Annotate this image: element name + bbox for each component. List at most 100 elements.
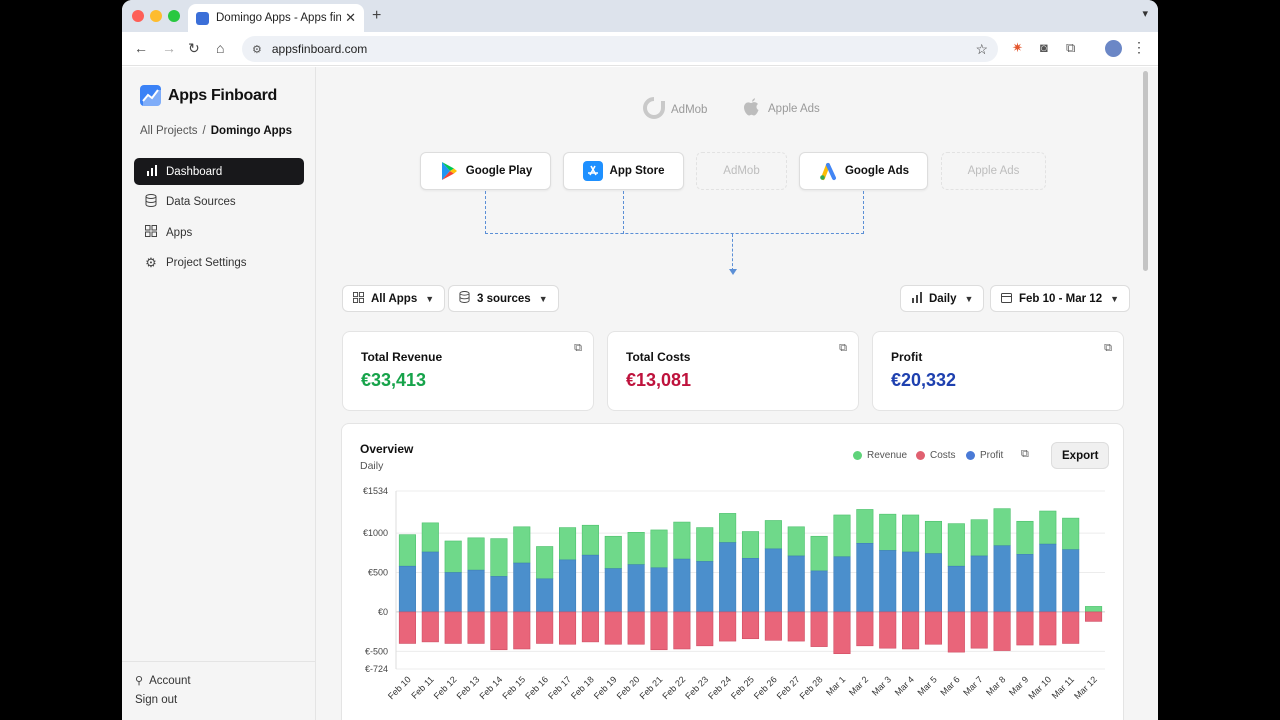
profit-bar bbox=[970, 555, 988, 613]
source-card-google-ads[interactable]: Google Ads bbox=[799, 152, 928, 190]
sources-filter-dropdown[interactable]: 3 sources ▼ bbox=[448, 285, 559, 312]
legend-label: Costs bbox=[930, 450, 956, 461]
floating-source-admob[interactable]: AdMob bbox=[643, 97, 707, 122]
revenue-bar bbox=[398, 534, 416, 567]
extensions-puzzle-icon[interactable]: ⧉ bbox=[1066, 40, 1076, 55]
revenue-bar bbox=[536, 546, 554, 580]
costs-bar bbox=[398, 611, 416, 644]
revenue-bar bbox=[444, 540, 462, 573]
apps-filter-dropdown[interactable]: All Apps ▼ bbox=[342, 285, 446, 312]
chevron-down-icon: ▼ bbox=[538, 293, 548, 304]
profit-bar bbox=[444, 572, 462, 613]
costs-bar bbox=[513, 611, 531, 650]
account-link[interactable]: ⚲ Account bbox=[135, 674, 316, 687]
revenue-bar bbox=[856, 509, 874, 544]
sidebar-item-data-sources[interactable]: Data Sources bbox=[134, 189, 304, 216]
url-text: appsfinboard.com bbox=[271, 42, 368, 56]
date-range-label: Feb 10 - Mar 12 bbox=[1019, 292, 1103, 305]
source-card-admob-placeholder[interactable]: AdMob bbox=[696, 152, 787, 190]
x-tick-label: Feb 16 bbox=[523, 674, 550, 701]
profit-bar bbox=[787, 555, 805, 613]
kpi-profit: Profit €20,332 ⧉ bbox=[872, 331, 1124, 411]
x-tick-label: Feb 11 bbox=[409, 674, 435, 700]
extension-burst-icon[interactable]: ✷ bbox=[1012, 40, 1023, 55]
close-tab-icon[interactable]: ✕ bbox=[345, 10, 356, 25]
x-tick-label: Feb 23 bbox=[683, 674, 710, 701]
profit-bar bbox=[1016, 554, 1034, 613]
maximize-window-button[interactable] bbox=[168, 10, 180, 22]
breadcrumb-all-projects[interactable]: All Projects bbox=[140, 125, 198, 137]
bookmark-star-icon[interactable]: ☆ bbox=[975, 40, 988, 57]
main-content: AdMob Apple Ads ☝ Google Play App Store bbox=[317, 67, 1150, 720]
sign-out-link[interactable]: Sign out bbox=[135, 694, 178, 706]
costs-bar bbox=[444, 611, 462, 644]
x-tick-label: Feb 19 bbox=[592, 674, 619, 701]
scrollbar[interactable] bbox=[1143, 71, 1148, 271]
revenue-bar bbox=[513, 526, 531, 564]
browser-tab[interactable]: Domingo Apps - Apps finboard ✕ bbox=[188, 4, 364, 32]
legend-item-costs[interactable]: Costs bbox=[916, 450, 956, 461]
source-card-app-store[interactable]: App Store bbox=[563, 152, 684, 190]
google-ads-icon bbox=[818, 161, 838, 181]
site-info-icon[interactable]: ⚙ bbox=[252, 43, 262, 56]
tab-search-icon[interactable]: ▾ bbox=[1142, 8, 1148, 20]
back-icon[interactable]: ← bbox=[134, 40, 148, 56]
profit-bar bbox=[719, 542, 737, 613]
sidebar-item-project-settings[interactable]: ⚙ Project Settings bbox=[134, 250, 304, 277]
app-root: Apps Finboard All Projects / Domingo Apps … bbox=[122, 67, 1158, 720]
x-tick-label: Mar 6 bbox=[938, 674, 961, 697]
source-card-apple-ads-placeholder[interactable]: Apple Ads bbox=[941, 152, 1046, 190]
breadcrumb-current: Domingo Apps bbox=[210, 125, 293, 137]
granularity-label: Daily bbox=[929, 292, 957, 305]
profit-bar bbox=[604, 568, 622, 613]
reload-icon[interactable]: ↻ bbox=[188, 40, 200, 56]
costs-bar bbox=[581, 611, 599, 643]
new-tab-button[interactable]: + bbox=[372, 7, 382, 24]
brand[interactable]: Apps Finboard bbox=[140, 85, 277, 106]
minimize-window-button[interactable] bbox=[150, 10, 162, 22]
x-tick-label: Feb 13 bbox=[455, 674, 482, 701]
calendar-icon bbox=[1001, 292, 1012, 306]
legend-item-profit[interactable]: Profit bbox=[966, 450, 1003, 461]
menu-kebab-icon[interactable]: ⋮ bbox=[1132, 39, 1146, 55]
x-tick-label: Feb 27 bbox=[775, 674, 802, 701]
x-tick-label: Feb 28 bbox=[798, 674, 825, 701]
breadcrumb: All Projects / Domingo Apps bbox=[140, 125, 292, 137]
export-button[interactable]: Export bbox=[1051, 442, 1110, 469]
floating-source-apple-ads[interactable]: Apple Ads bbox=[742, 97, 820, 121]
revenue-bar bbox=[810, 535, 828, 572]
x-tick-label: Feb 26 bbox=[752, 674, 779, 701]
x-tick-label: Mar 10 bbox=[1026, 674, 1053, 701]
copy-icon[interactable]: ⧉ bbox=[1021, 448, 1029, 460]
copy-icon[interactable]: ⧉ bbox=[839, 342, 847, 354]
source-card-google-play[interactable]: Google Play bbox=[420, 152, 551, 190]
legend-item-revenue[interactable]: Revenue bbox=[853, 450, 907, 461]
x-tick-label: Feb 10 bbox=[386, 674, 413, 701]
sidebar-item-apps[interactable]: Apps bbox=[134, 219, 304, 246]
profit-bar bbox=[581, 554, 599, 613]
costs-bar bbox=[558, 611, 577, 645]
sidebar-item-dashboard[interactable]: Dashboard bbox=[134, 158, 304, 185]
y-tick-label: €-500 bbox=[365, 646, 388, 656]
revenue-bar bbox=[490, 538, 508, 577]
profit-bar bbox=[398, 565, 416, 613]
floating-source-label: AdMob bbox=[671, 103, 708, 116]
close-window-button[interactable] bbox=[132, 10, 144, 22]
brand-name: Apps Finboard bbox=[168, 86, 277, 104]
address-bar[interactable]: ⚙ appsfinboard.com ☆ bbox=[242, 36, 998, 62]
revenue-bar bbox=[696, 527, 714, 562]
bar-chart-icon bbox=[911, 291, 922, 306]
granularity-dropdown[interactable]: Daily ▼ bbox=[900, 285, 985, 312]
copy-icon[interactable]: ⧉ bbox=[574, 342, 582, 354]
date-range-picker[interactable]: Feb 10 - Mar 12 ▼ bbox=[990, 285, 1131, 312]
revenue-bar bbox=[558, 527, 577, 561]
profit-bar bbox=[467, 569, 485, 613]
profit-bar bbox=[810, 570, 828, 613]
profile-avatar[interactable] bbox=[1105, 40, 1122, 57]
revenue-bar bbox=[673, 521, 691, 560]
home-icon[interactable]: ⌂ bbox=[216, 40, 225, 56]
copy-icon[interactable]: ⧉ bbox=[1104, 342, 1112, 354]
costs-bar bbox=[993, 611, 1011, 651]
camera-icon[interactable]: ◙ bbox=[1040, 40, 1048, 55]
forward-icon[interactable]: → bbox=[162, 40, 176, 56]
